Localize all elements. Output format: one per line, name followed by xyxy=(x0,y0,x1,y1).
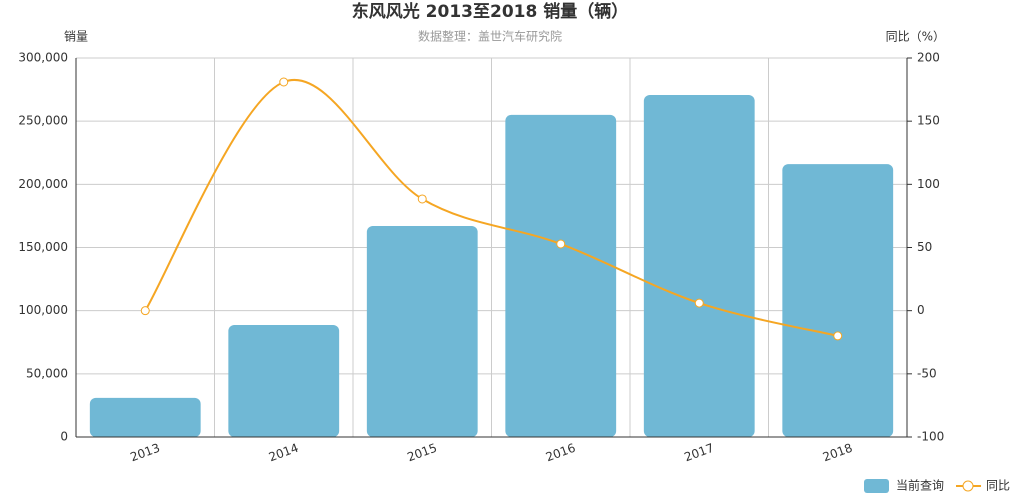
x-tick-label: 2016 xyxy=(544,441,577,465)
line-point xyxy=(833,331,843,341)
y-tick-label: 150,000 xyxy=(18,240,68,254)
x-tick-label: 2015 xyxy=(405,441,438,465)
chart-title: 东风风光 2013至2018 销量（辆） xyxy=(352,1,628,22)
y2-tick-label: 150 xyxy=(917,114,940,128)
legend-label: 当前查询 xyxy=(896,478,944,493)
line-point xyxy=(694,298,704,308)
line-point xyxy=(556,239,566,249)
y-tick-label: 200,000 xyxy=(18,177,68,191)
y-tick-label: 0 xyxy=(60,430,68,444)
y-axis-label: 销量 xyxy=(64,30,88,44)
x-tick-label: 2014 xyxy=(267,441,300,465)
bar xyxy=(89,397,201,437)
legend-swatch xyxy=(864,479,889,493)
y2-tick-label: -100 xyxy=(917,430,944,444)
bar xyxy=(782,164,894,437)
bar xyxy=(505,114,617,437)
legend-swatch xyxy=(962,480,974,492)
bar xyxy=(366,226,478,437)
y-tick-label: 100,000 xyxy=(18,303,68,317)
y2-tick-label: 0 xyxy=(917,303,925,317)
bar xyxy=(643,95,755,438)
y2-tick-label: 100 xyxy=(917,177,940,191)
y-tick-label: 300,000 xyxy=(18,51,68,65)
line-point xyxy=(417,194,427,204)
y-tick-label: 250,000 xyxy=(18,114,68,128)
y-tick-label: 50,000 xyxy=(26,366,68,380)
line-point xyxy=(279,77,289,87)
x-tick-label: 2017 xyxy=(682,441,715,465)
x-tick-label: 2013 xyxy=(128,441,161,465)
line-point xyxy=(140,306,150,316)
y2-tick-label: -50 xyxy=(917,366,937,380)
y2-axis-label: 同比（%） xyxy=(886,30,945,44)
y2-tick-label: 50 xyxy=(917,240,932,254)
legend-label: 同比 xyxy=(986,479,1010,493)
x-tick-label: 2018 xyxy=(821,441,854,465)
chart-subtitle: 数据整理：盖世汽车研究院 xyxy=(418,29,562,44)
bar xyxy=(228,324,340,437)
y2-tick-label: 200 xyxy=(917,51,940,65)
